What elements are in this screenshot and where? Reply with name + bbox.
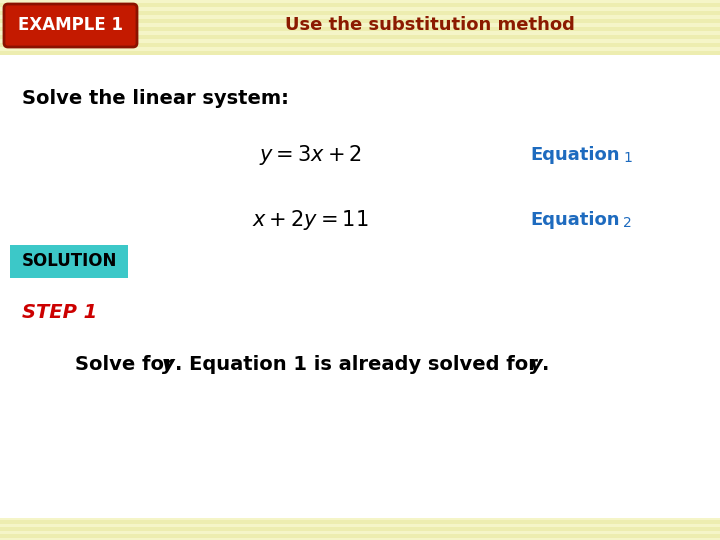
- Bar: [0, 477, 720, 486]
- Bar: [0, 423, 720, 432]
- Text: $x + 2y = 11$: $x + 2y = 11$: [252, 208, 368, 232]
- Bar: [0, 527, 720, 531]
- Text: Equation: Equation: [530, 146, 619, 164]
- Bar: [0, 0, 720, 55]
- Bar: [0, 3, 720, 7]
- Text: $y = 3x + 2$: $y = 3x + 2$: [258, 143, 361, 167]
- Bar: [0, 534, 720, 538]
- Bar: [0, 243, 720, 252]
- Text: y: y: [530, 355, 543, 375]
- Bar: [0, 27, 720, 36]
- Text: . Equation 1 is already solved for: . Equation 1 is already solved for: [175, 355, 544, 375]
- Text: Equation: Equation: [530, 211, 619, 229]
- Bar: [0, 369, 720, 378]
- Text: y: y: [162, 355, 175, 375]
- Bar: [0, 315, 720, 324]
- Text: Use the substitution method: Use the substitution method: [285, 17, 575, 35]
- Text: 2: 2: [623, 216, 631, 230]
- Bar: [0, 35, 720, 39]
- FancyBboxPatch shape: [4, 4, 137, 47]
- Bar: [10, 245, 128, 278]
- Bar: [0, 51, 720, 55]
- Bar: [0, 261, 720, 270]
- Bar: [0, 117, 720, 126]
- Text: .: .: [542, 355, 549, 375]
- Bar: [0, 513, 720, 522]
- Bar: [0, 81, 720, 90]
- Text: Solve for: Solve for: [75, 355, 181, 375]
- Bar: [0, 405, 720, 414]
- Text: 1: 1: [623, 151, 632, 165]
- Bar: [0, 153, 720, 162]
- Bar: [0, 99, 720, 108]
- Bar: [0, 351, 720, 360]
- Bar: [0, 225, 720, 234]
- Bar: [0, 19, 720, 23]
- Text: SOLUTION: SOLUTION: [22, 253, 117, 271]
- Bar: [0, 279, 720, 288]
- Bar: [0, 531, 720, 540]
- Bar: [0, 27, 720, 31]
- Bar: [0, 387, 720, 396]
- Text: EXAMPLE 1: EXAMPLE 1: [18, 17, 123, 35]
- Bar: [0, 45, 720, 54]
- Bar: [0, 63, 720, 72]
- Bar: [0, 495, 720, 504]
- Bar: [0, 333, 720, 342]
- Bar: [0, 11, 720, 15]
- Bar: [0, 459, 720, 468]
- Bar: [0, 207, 720, 216]
- Bar: [0, 297, 720, 306]
- Bar: [0, 43, 720, 47]
- Bar: [0, 9, 720, 18]
- Text: Solve the linear system:: Solve the linear system:: [22, 89, 289, 107]
- Bar: [0, 520, 720, 524]
- Bar: [0, 55, 720, 518]
- Bar: [0, 135, 720, 144]
- Bar: [0, 441, 720, 450]
- Bar: [0, 171, 720, 180]
- Bar: [0, 518, 720, 540]
- Text: STEP 1: STEP 1: [22, 302, 97, 321]
- Bar: [0, 189, 720, 198]
